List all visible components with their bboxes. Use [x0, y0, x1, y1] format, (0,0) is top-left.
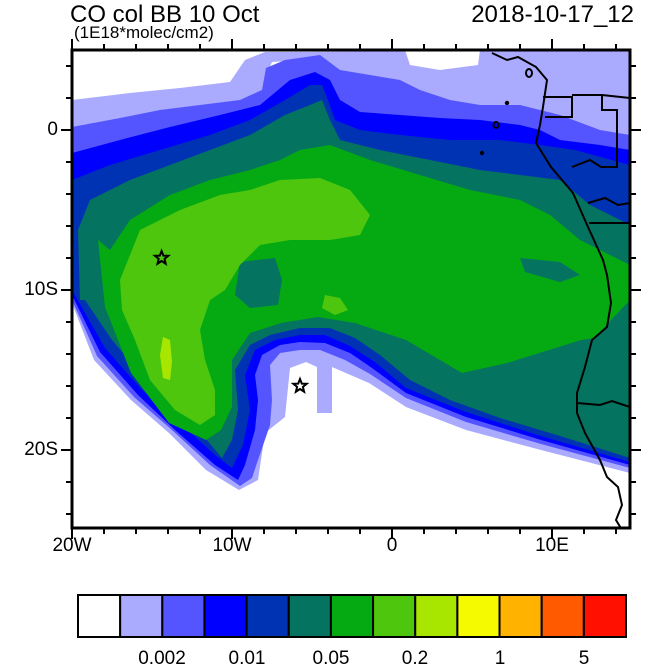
contour-level-7-patch [322, 295, 348, 315]
lon-label-20w: 20W [52, 535, 92, 556]
colorbar-label: 0.01 [228, 648, 266, 669]
island-sao-tome [492, 121, 500, 129]
map-markers [152, 248, 310, 394]
star-marker-icon [152, 248, 171, 266]
colorbar-swatch [372, 594, 417, 638]
colorbar-swatch [540, 594, 585, 638]
lat-label-10s: 10S [24, 279, 58, 300]
axis-ticks [61, 39, 641, 539]
lon-label-10w: 10W [212, 535, 252, 556]
contour-level-5-patch [520, 258, 580, 282]
colorbar [77, 594, 627, 638]
co-field [72, 50, 630, 528]
contour-level-7 [120, 178, 370, 425]
country-border [587, 196, 630, 207]
colorbar-swatch [245, 594, 290, 638]
coastlines [479, 52, 630, 528]
island-bioko [525, 68, 533, 78]
colorbar-swatch [119, 594, 164, 638]
colorbar-label: 0.05 [312, 648, 350, 669]
colorbar-swatch [161, 594, 206, 638]
colorbar-swatch [287, 594, 332, 638]
star-marker-icon [290, 376, 310, 394]
colorbar-swatch [498, 594, 543, 638]
lon-label-0: 0 [386, 535, 398, 556]
country-border [571, 95, 618, 168]
colorbar-label: 1 [494, 648, 506, 669]
island-principe [504, 100, 510, 106]
lon-label-10e: 10E [535, 535, 569, 556]
colorbar-swatch [77, 594, 122, 638]
contour-level-8 [160, 337, 172, 380]
colorbar-swatch [582, 594, 627, 638]
colorbar-label: 0.2 [401, 648, 429, 669]
colorbar-swatch [456, 594, 501, 638]
africa-coastline [491, 52, 624, 528]
plot-timestamp: 2018-10-17_12 [471, 1, 634, 28]
country-border [576, 399, 630, 408]
colorbar-label: 0.002 [138, 648, 186, 669]
field-gap [405, 50, 480, 70]
island-annobon [479, 150, 485, 156]
colorbar-swatch [203, 594, 248, 638]
colorbar-swatch [329, 594, 375, 638]
lat-label-0: 0 [47, 119, 58, 140]
country-border [543, 96, 573, 118]
plot-title: CO col BB 10 Oct [70, 1, 260, 28]
colorbar-swatch [414, 594, 459, 638]
plot-units: (1E18*molec/cm2) [74, 23, 214, 42]
lat-label-20s: 20S [24, 439, 58, 460]
contour-level-5-patch [235, 258, 282, 308]
colorbar-label: 5 [578, 648, 590, 669]
